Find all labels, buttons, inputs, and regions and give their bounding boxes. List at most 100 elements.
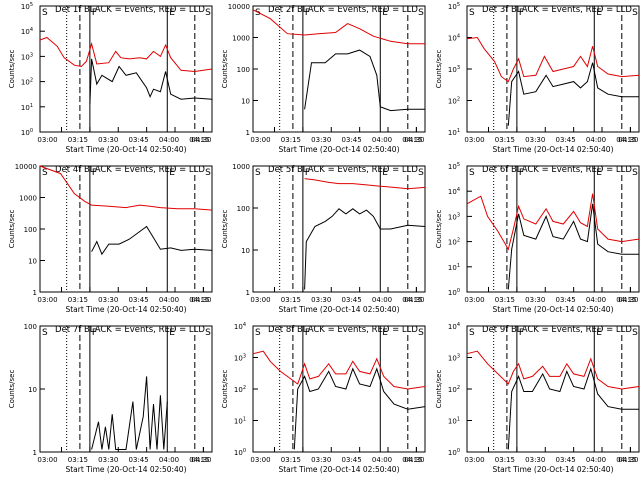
x-tick-label: 03:15: [281, 136, 301, 144]
y-tick-label: 101: [448, 128, 460, 137]
x-tick-label: 03:45: [556, 136, 576, 144]
marker-label-e: E: [382, 328, 388, 338]
y-tick-label: 104: [234, 322, 246, 331]
x-axis-label: Start Time (20-Oct-14 02:50:40): [65, 305, 186, 314]
y-tick-label: 104: [21, 27, 33, 36]
x-tick-label: 03:15: [68, 136, 88, 144]
y-tick-label: 100: [21, 128, 33, 137]
marker-label-f: F: [519, 168, 524, 178]
marker-label-s: S: [632, 8, 638, 18]
x-tick-label: 03:30: [311, 456, 331, 464]
marker-label-e: E: [596, 8, 602, 18]
x-tick-label: 03:45: [342, 296, 362, 304]
y-axis-label: Counts/sec: [8, 50, 16, 89]
y-tick-label: 101: [448, 263, 460, 272]
y-tick-label: 103: [448, 65, 460, 74]
x-tick-label: 03:15: [281, 296, 301, 304]
x-tick-label: 03:45: [342, 136, 362, 144]
y-tick-label: 100: [24, 226, 37, 234]
plot-frame: [39, 325, 213, 453]
series-line-lld: [466, 350, 640, 390]
series-line-lld: [466, 193, 640, 251]
x-tick-label: 04:15: [616, 136, 636, 144]
series-line-events: [507, 62, 639, 126]
x-tick-label: 03:45: [342, 456, 362, 464]
marker-label-e: E: [382, 8, 388, 18]
x-tick-label: 03:30: [98, 136, 118, 144]
x-tick-label: 04:15: [616, 296, 636, 304]
x-tick-label: 03:30: [98, 456, 118, 464]
x-tick-label: 04:15: [616, 456, 636, 464]
x-tick-label: 03:00: [464, 456, 484, 464]
x-tick-label: 03:15: [495, 296, 515, 304]
y-tick-label: 104: [448, 187, 460, 196]
x-tick-label: 03:15: [68, 456, 88, 464]
x-tick-label: 04:30: [618, 456, 638, 464]
marker-label-e: E: [169, 168, 175, 178]
series-line-events: [89, 58, 213, 105]
y-axis-label: Counts/sec: [435, 50, 443, 89]
x-tick-label: 04:00: [159, 296, 179, 304]
x-axis-label: Start Time (20-Oct-14 02:50:40): [278, 305, 399, 314]
y-tick-label: 10: [28, 386, 37, 394]
x-tick-label: 04:30: [618, 296, 638, 304]
x-tick-label: 03:00: [250, 136, 270, 144]
marker-label-f: F: [519, 328, 524, 338]
panel-det-4: Det 4f BLACK = Events, RED = LLD Counts/s…: [8, 163, 213, 314]
marker-label-s: S: [632, 328, 638, 338]
x-tick-label: 04:00: [586, 136, 606, 144]
x-axis-label: Start Time (20-Oct-14 02:50:40): [492, 305, 613, 314]
y-tick-label: 102: [448, 385, 460, 394]
series-line-lld: [466, 36, 640, 83]
x-tick-label: 03:30: [311, 136, 331, 144]
y-tick-label: 102: [448, 97, 460, 106]
x-tick-label: 04:00: [372, 136, 392, 144]
y-tick-label: 102: [21, 78, 33, 87]
y-tick-label: 101: [21, 103, 33, 112]
series-line-events: [507, 203, 639, 290]
series-line-events: [304, 208, 426, 290]
plot-frame: [466, 5, 640, 133]
y-tick-label: 10: [241, 98, 250, 106]
marker-label-f: F: [305, 8, 310, 18]
series-line-events: [91, 376, 168, 450]
x-tick-label: 03:30: [525, 136, 545, 144]
marker-label-e: E: [169, 8, 175, 18]
y-tick-label: 101: [234, 417, 246, 426]
panel-det-3: Det 3f BLACK = Events, RED = LLD Counts/s…: [435, 2, 640, 154]
x-tick-label: 04:15: [402, 136, 422, 144]
marker-label-s: S: [255, 328, 261, 338]
plot-frame: [466, 165, 640, 293]
x-tick-label: 03:00: [37, 136, 57, 144]
panel-det-7: Det 7f BLACK = Events, RED = LLD Counts/s…: [8, 323, 213, 474]
x-tick-label: 03:30: [525, 296, 545, 304]
marker-label-e: E: [169, 328, 175, 338]
x-tick-label: 04:15: [189, 136, 209, 144]
marker-label-f: F: [92, 168, 97, 178]
y-tick-label: 10: [28, 258, 37, 266]
series-line-events: [304, 49, 425, 112]
y-tick-label: 105: [448, 2, 460, 11]
chart-title: Det 6f BLACK = Events, RED = LLD: [482, 165, 632, 175]
y-tick-label: 10: [241, 247, 250, 255]
chart-title: Det 4f BLACK = Events, RED = LLD: [55, 165, 205, 175]
plot-frame: [252, 165, 426, 293]
marker-label-f: F: [305, 328, 310, 338]
y-tick-label: 100: [237, 66, 250, 74]
y-tick-label: 102: [448, 238, 460, 247]
y-tick-label: 10000: [228, 3, 250, 11]
x-axis-label: Start Time (20-Oct-14 02:50:40): [492, 465, 613, 474]
plot-frame: [252, 5, 426, 133]
y-tick-label: 101: [448, 417, 460, 426]
marker-label-s: S: [255, 8, 261, 18]
y-tick-label: 100: [24, 323, 37, 331]
x-tick-label: 04:30: [191, 136, 211, 144]
panel-det-1: Det 1f BLACK = Events, RED = LLD Counts/s…: [8, 2, 213, 154]
x-tick-label: 03:15: [68, 296, 88, 304]
y-axis-label: Counts/sec: [435, 370, 443, 409]
y-tick-label: 105: [21, 2, 33, 11]
marker-label-f: F: [92, 8, 97, 18]
x-tick-label: 04:00: [372, 296, 392, 304]
marker-label-f: F: [305, 168, 310, 178]
